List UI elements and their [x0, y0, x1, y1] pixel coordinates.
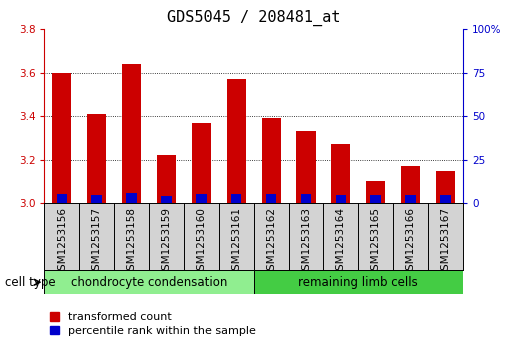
- Bar: [161, 196, 172, 203]
- Text: GSM1253161: GSM1253161: [231, 207, 241, 277]
- Bar: [231, 194, 242, 203]
- Bar: [92, 195, 102, 203]
- Text: remaining limb cells: remaining limb cells: [299, 276, 418, 289]
- Bar: [366, 182, 385, 203]
- Bar: [266, 194, 276, 203]
- Bar: [52, 73, 72, 203]
- Text: GSM1253157: GSM1253157: [92, 207, 102, 277]
- Bar: [192, 123, 211, 203]
- Title: GDS5045 / 208481_at: GDS5045 / 208481_at: [167, 10, 340, 26]
- Bar: [436, 171, 455, 203]
- Bar: [297, 131, 315, 203]
- Bar: [440, 195, 451, 203]
- Bar: [196, 194, 207, 203]
- Bar: [226, 79, 246, 203]
- Text: GSM1253164: GSM1253164: [336, 207, 346, 277]
- Bar: [405, 195, 416, 203]
- Legend: transformed count, percentile rank within the sample: transformed count, percentile rank withi…: [50, 312, 256, 336]
- Bar: [122, 64, 141, 203]
- Text: GSM1253162: GSM1253162: [266, 207, 276, 277]
- Bar: [401, 166, 420, 203]
- Bar: [331, 144, 350, 203]
- Text: GSM1253159: GSM1253159: [162, 207, 172, 277]
- Text: GSM1253163: GSM1253163: [301, 207, 311, 277]
- Bar: [127, 193, 137, 203]
- Text: GSM1253165: GSM1253165: [371, 207, 381, 277]
- Bar: [157, 155, 176, 203]
- Text: GSM1253158: GSM1253158: [127, 207, 137, 277]
- Text: GSM1253167: GSM1253167: [440, 207, 450, 277]
- Bar: [262, 118, 281, 203]
- FancyBboxPatch shape: [44, 270, 254, 294]
- Bar: [370, 195, 381, 203]
- Bar: [56, 194, 67, 203]
- Text: chondrocyte condensation: chondrocyte condensation: [71, 276, 227, 289]
- Text: GSM1253156: GSM1253156: [57, 207, 67, 277]
- Bar: [336, 195, 346, 203]
- FancyBboxPatch shape: [254, 270, 463, 294]
- Text: GSM1253160: GSM1253160: [196, 207, 207, 277]
- Bar: [301, 194, 311, 203]
- Text: cell type: cell type: [5, 276, 56, 289]
- Text: GSM1253166: GSM1253166: [405, 207, 416, 277]
- Bar: [87, 114, 106, 203]
